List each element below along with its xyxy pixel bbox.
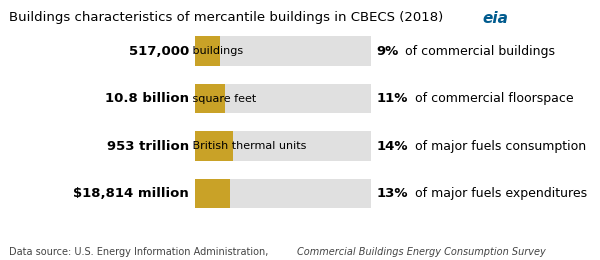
Text: of major fuels consumption: of major fuels consumption <box>410 140 586 153</box>
Bar <box>195 179 371 208</box>
Text: 11%: 11% <box>376 92 407 105</box>
Bar <box>195 36 371 66</box>
Text: $18,814 million: $18,814 million <box>73 187 189 200</box>
Text: 953 trillion: 953 trillion <box>107 140 189 153</box>
Text: 13%: 13% <box>376 187 407 200</box>
Text: of commercial floorspace: of commercial floorspace <box>410 92 573 105</box>
Text: Data source: U.S. Energy Information Administration,: Data source: U.S. Energy Information Adm… <box>9 248 272 257</box>
Text: of major fuels expenditures: of major fuels expenditures <box>410 187 587 200</box>
Text: 10.8 billion: 10.8 billion <box>105 92 189 105</box>
Bar <box>195 84 225 113</box>
Text: eia: eia <box>483 11 509 26</box>
Text: of commercial buildings: of commercial buildings <box>401 44 554 57</box>
Bar <box>195 131 371 161</box>
Text: 9%: 9% <box>376 44 398 57</box>
Text: square feet: square feet <box>189 94 256 103</box>
Text: 14%: 14% <box>376 140 407 153</box>
Bar <box>195 84 371 113</box>
Text: 517,000: 517,000 <box>129 44 189 57</box>
Text: British thermal units: British thermal units <box>189 141 307 151</box>
Bar <box>195 131 233 161</box>
Text: Buildings characteristics of mercantile buildings in CBECS (2018): Buildings characteristics of mercantile … <box>9 11 443 24</box>
Bar <box>195 36 220 66</box>
Text: buildings: buildings <box>189 46 243 56</box>
Bar <box>195 179 230 208</box>
Text: Commercial Buildings Energy Consumption Survey: Commercial Buildings Energy Consumption … <box>297 248 545 257</box>
